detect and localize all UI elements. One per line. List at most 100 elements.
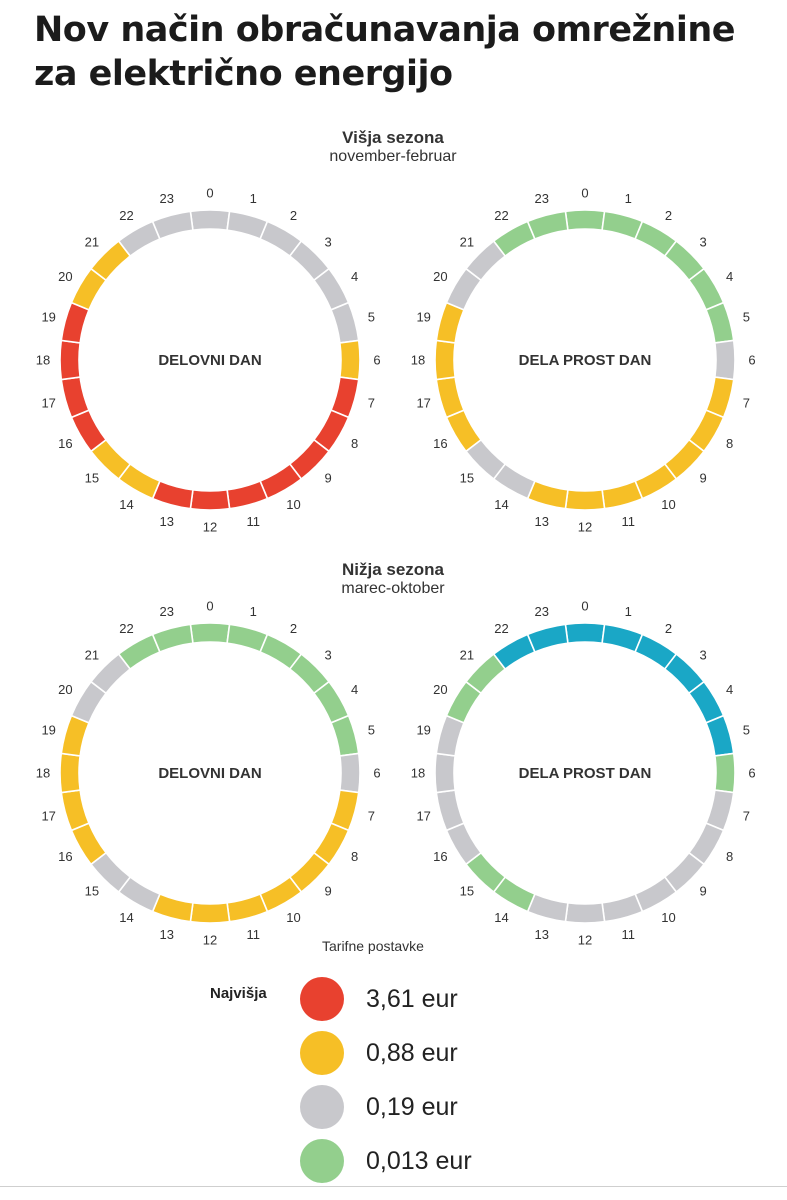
hour-label: 20 bbox=[433, 682, 447, 697]
hour-segment bbox=[704, 301, 735, 344]
hour-segment bbox=[329, 714, 360, 757]
hour-label: 10 bbox=[286, 497, 300, 512]
hour-label: 3 bbox=[699, 647, 706, 662]
season-range: november-februar bbox=[329, 148, 457, 165]
hour-label: 10 bbox=[661, 497, 675, 512]
hour-label: 1 bbox=[250, 191, 257, 206]
hour-label: 12 bbox=[203, 520, 217, 535]
hour-label: 23 bbox=[160, 191, 174, 206]
hour-label: 17 bbox=[41, 396, 55, 411]
hour-label: 10 bbox=[661, 910, 675, 925]
hour-segment bbox=[226, 892, 269, 923]
legend-value: 0,19 eur bbox=[366, 1092, 458, 1121]
legend-item: 0,88 eur bbox=[300, 1028, 458, 1078]
hour-segment bbox=[189, 901, 231, 924]
hour-label: 1 bbox=[625, 191, 632, 206]
hour-label: 13 bbox=[160, 514, 174, 529]
page-title: Nov način obračunavanja omrežnine za ele… bbox=[34, 8, 774, 96]
hour-label: 11 bbox=[621, 927, 635, 942]
page-title-line-1: Nov način obračunavanja omrežnine bbox=[34, 10, 736, 50]
hour-label: 5 bbox=[743, 309, 750, 324]
hour-segment bbox=[60, 376, 91, 419]
hour-label: 8 bbox=[351, 436, 358, 451]
tariff-clock: 0 1234567891011121314151617181920212223DE… bbox=[411, 186, 756, 535]
hour-segment bbox=[329, 301, 360, 344]
hour-segment bbox=[434, 339, 457, 381]
hour-label: 21 bbox=[85, 647, 99, 662]
hour-segment bbox=[564, 901, 606, 924]
hour-label: 16 bbox=[433, 436, 447, 451]
season-heading-low: Nižja sezona marec-oktober bbox=[243, 560, 543, 598]
hour-label: 22 bbox=[119, 208, 133, 223]
hour-label: 5 bbox=[368, 309, 375, 324]
hour-label: 0 bbox=[206, 186, 213, 201]
hour-label: 14 bbox=[494, 497, 508, 512]
legend-swatch bbox=[300, 1085, 344, 1129]
hour-segment bbox=[189, 622, 231, 645]
legend-swatch bbox=[300, 1139, 344, 1183]
hour-segment bbox=[338, 752, 361, 794]
hour-label: 7 bbox=[743, 809, 750, 824]
hour-label: 19 bbox=[41, 722, 55, 737]
hour-label: 7 bbox=[368, 396, 375, 411]
hour-label: 23 bbox=[535, 191, 549, 206]
hour-segment bbox=[601, 892, 644, 923]
legend-swatch bbox=[300, 977, 344, 1021]
hour-segment bbox=[59, 339, 82, 381]
hour-label: 6 bbox=[748, 766, 755, 781]
hour-label: 0 bbox=[581, 599, 588, 614]
hour-label: 18 bbox=[411, 353, 425, 368]
hour-label: 4 bbox=[726, 269, 733, 284]
hour-label: 5 bbox=[368, 722, 375, 737]
hour-label: 20 bbox=[433, 269, 447, 284]
hour-label: 8 bbox=[726, 436, 733, 451]
hour-label: 3 bbox=[324, 234, 331, 249]
hour-label: 19 bbox=[416, 722, 430, 737]
hour-segment bbox=[435, 789, 466, 832]
hour-label: 2 bbox=[665, 621, 672, 636]
hour-label: 20 bbox=[58, 682, 72, 697]
hour-label: 12 bbox=[578, 520, 592, 535]
hour-label: 9 bbox=[699, 471, 706, 486]
legend-swatch bbox=[300, 1031, 344, 1075]
hour-label: 21 bbox=[460, 234, 474, 249]
legend-value: 3,61 eur bbox=[366, 984, 458, 1013]
hour-label: 14 bbox=[119, 497, 133, 512]
hour-label: 12 bbox=[203, 933, 217, 948]
hour-label: 18 bbox=[411, 766, 425, 781]
season-name: Nižja sezona bbox=[341, 560, 445, 579]
hour-label: 14 bbox=[119, 910, 133, 925]
day-type-label: DELA PROST DAN bbox=[519, 352, 652, 369]
hour-label: 18 bbox=[36, 766, 50, 781]
hour-label: 0 bbox=[206, 599, 213, 614]
hour-label: 1 bbox=[625, 604, 632, 619]
hour-label: 6 bbox=[373, 766, 380, 781]
hour-label: 15 bbox=[460, 884, 474, 899]
hour-label: 3 bbox=[324, 647, 331, 662]
hour-label: 21 bbox=[85, 234, 99, 249]
hour-segment bbox=[226, 479, 269, 510]
legend-item: 3,61 eur bbox=[300, 974, 458, 1024]
hour-label: 22 bbox=[119, 621, 133, 636]
hour-label: 23 bbox=[160, 604, 174, 619]
legend-value: 0,88 eur bbox=[366, 1038, 458, 1067]
hour-label: 13 bbox=[160, 927, 174, 942]
hour-label: 10 bbox=[286, 910, 300, 925]
hour-label: 11 bbox=[246, 514, 260, 529]
hour-label: 13 bbox=[535, 514, 549, 529]
hour-label: 6 bbox=[373, 353, 380, 368]
hour-label: 20 bbox=[58, 269, 72, 284]
legend-title: Tarifne postavke bbox=[322, 938, 424, 954]
hour-segment bbox=[189, 488, 231, 511]
hour-segment bbox=[338, 339, 361, 381]
divider bbox=[0, 1186, 787, 1187]
hour-segment bbox=[189, 209, 231, 232]
hour-segment bbox=[526, 623, 569, 654]
hour-segment bbox=[704, 714, 735, 757]
season-range: marec-oktober bbox=[341, 580, 445, 597]
hour-label: 16 bbox=[433, 849, 447, 864]
hour-label: 23 bbox=[535, 604, 549, 619]
day-type-label: DELOVNI DAN bbox=[158, 765, 261, 782]
hour-label: 12 bbox=[578, 933, 592, 948]
